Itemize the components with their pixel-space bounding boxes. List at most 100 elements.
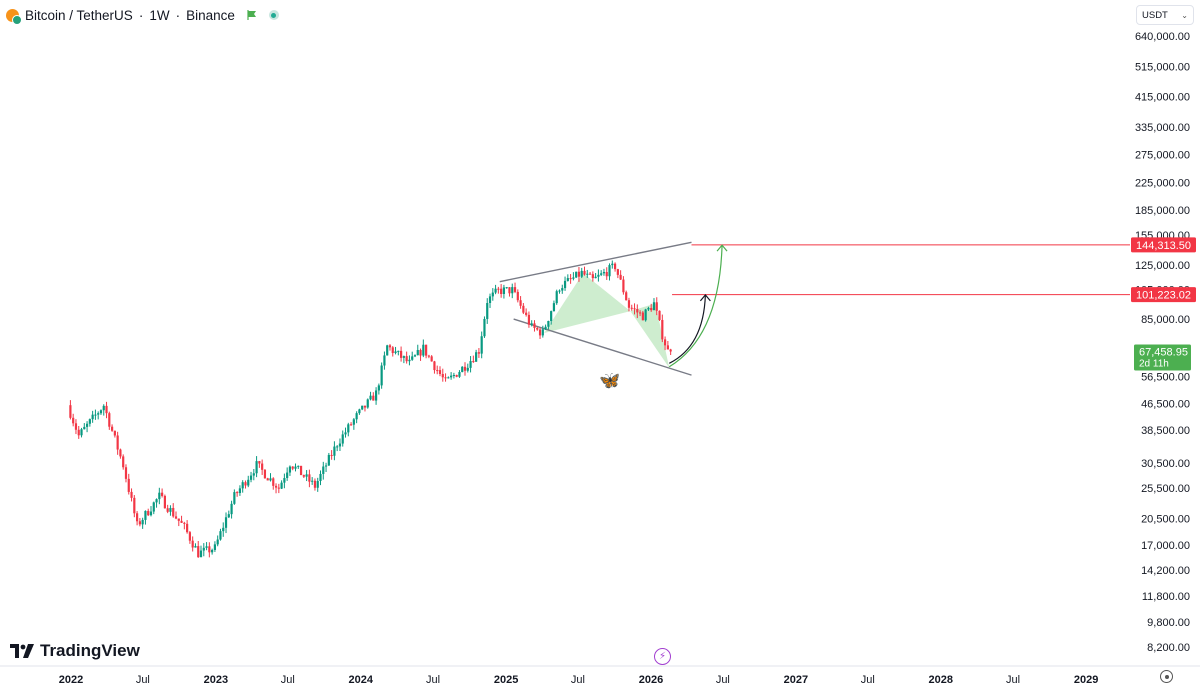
y-tick-label: 11,800.00 [1142, 591, 1190, 603]
candle-body [97, 413, 100, 415]
x-tick-label: 2023 [204, 674, 228, 686]
candle-body [405, 356, 408, 362]
candle-body [119, 449, 122, 457]
candle-body [349, 424, 353, 426]
candle-body [633, 308, 636, 310]
y-tick-label: 275,000.00 [1135, 149, 1190, 161]
candle-body [294, 466, 297, 469]
time-axis[interactable]: 2022 Jul 2023 Jul 2024 Jul 2025 Jul 2026 Jul 2027 J… [59, 674, 1099, 686]
candle-body [141, 519, 144, 525]
candle-body [652, 302, 656, 311]
tradingview-mark-icon [10, 644, 34, 658]
projection-arrows[interactable] [668, 244, 728, 368]
candle-body [602, 271, 606, 274]
candle-body [536, 327, 539, 330]
x-tick-label: Jul [571, 674, 585, 686]
candle-body [244, 482, 247, 486]
candle-body [452, 374, 455, 376]
candle-body [308, 474, 311, 482]
candle-body [483, 318, 486, 337]
candle-body [152, 502, 155, 512]
butterfly-pattern[interactable] [544, 273, 670, 368]
candle-body [197, 546, 200, 558]
gear-icon[interactable] [1160, 670, 1173, 683]
y-tick-label: 56,500.00 [1141, 371, 1190, 383]
candle-body [341, 434, 344, 444]
candle-body [466, 367, 469, 371]
candle-body [583, 270, 586, 275]
candle-body [372, 395, 375, 401]
candle-body [149, 511, 153, 516]
price-levels[interactable] [672, 244, 1130, 296]
candle-body [544, 326, 547, 330]
candle-body [600, 273, 603, 275]
x-tick-label: 2024 [349, 674, 374, 686]
x-tick-label: Jul [281, 674, 295, 686]
candle-body [619, 274, 622, 280]
y-tick-label: 38,500.00 [1141, 425, 1190, 437]
candle-body [202, 547, 205, 551]
candle-body [566, 278, 569, 281]
candle-body [227, 514, 230, 518]
candle-body [625, 292, 628, 301]
tradingview-logo[interactable]: TradingView [10, 641, 140, 661]
candle-body [399, 350, 403, 358]
candle-body [263, 469, 267, 479]
y-tick-label: 225,000.00 [1135, 178, 1190, 190]
candle-body [313, 480, 317, 488]
candle-body [319, 473, 322, 481]
candle-body [533, 323, 536, 328]
candle-body [611, 263, 614, 266]
candle-body [85, 423, 89, 427]
market-status-icon[interactable] [268, 10, 279, 20]
candle-body [555, 291, 558, 304]
candle-body [480, 336, 483, 354]
candle-body [108, 413, 111, 427]
candle-body [608, 265, 611, 277]
price-axis[interactable]: 640,000.00 515,000.00 415,000.00 335,000.00… [1135, 31, 1190, 654]
candle-body [630, 307, 633, 309]
candle-body [641, 312, 644, 321]
candle-body [238, 488, 242, 494]
currency-select[interactable]: USDT ⌄ [1136, 5, 1194, 25]
candle-body [77, 429, 80, 436]
candle-body [569, 278, 572, 280]
candle-body [577, 271, 581, 277]
y-tick-label: 415,000.00 [1135, 92, 1190, 104]
interval-label: 1W [149, 7, 170, 23]
x-tick-label: 2029 [1074, 674, 1098, 686]
lightning-icon[interactable]: ⚡ [654, 648, 671, 665]
candle-body [411, 356, 414, 360]
candle-body [383, 355, 386, 366]
candle-body [102, 405, 105, 411]
x-tick-label: Jul [1006, 674, 1020, 686]
y-tick-label: 46,500.00 [1141, 399, 1190, 411]
candle-body [588, 273, 592, 275]
y-tick-label: 17,000.00 [1141, 540, 1190, 552]
candle-body [88, 419, 91, 424]
candle-body [538, 329, 542, 336]
candle-body [419, 349, 422, 356]
candle-body [486, 303, 489, 319]
flag-icon[interactable] [247, 10, 257, 20]
symbol-header[interactable]: Bitcoin / TetherUS · 1W · Binance [6, 5, 279, 25]
candle-body [333, 446, 336, 456]
candle-body [363, 405, 367, 408]
projection-curve [668, 294, 706, 364]
candle-body [194, 546, 197, 548]
candle-body [413, 355, 417, 357]
candle-body [541, 329, 544, 336]
candles [69, 260, 672, 558]
candle-body [605, 271, 608, 277]
candle-body [72, 417, 75, 424]
candle-body [380, 365, 383, 386]
candle-body [563, 280, 567, 289]
candle-body [438, 370, 442, 375]
candle-body [447, 377, 450, 379]
candle-body [213, 544, 217, 550]
candle-body [247, 479, 250, 486]
candle-body [475, 352, 478, 362]
candle-body [402, 356, 405, 358]
candle-body [269, 478, 272, 481]
